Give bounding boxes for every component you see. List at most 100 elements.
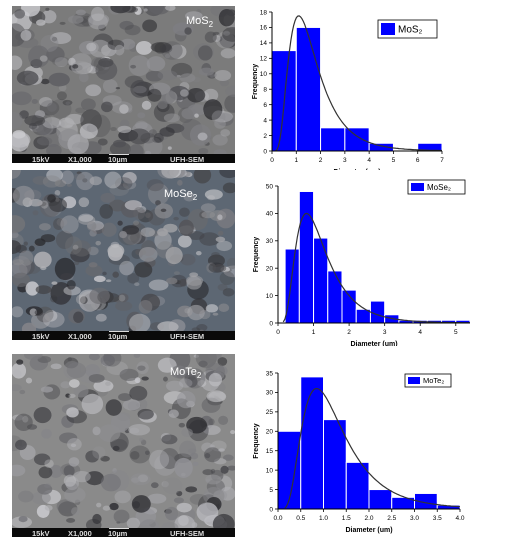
sem-particle [122,399,141,411]
sem-particle [12,23,26,47]
sem-particle [212,263,227,273]
sem-particle [44,505,53,511]
sem-particle [213,458,227,465]
sem-particle [118,393,132,402]
sem-particle [19,389,26,395]
sem-particle [187,304,205,321]
sem-particle [168,409,179,419]
sem-scale-info-bar: 15kV X1,000 10µm UFH-SEM [12,331,235,340]
sem-particle [161,434,178,445]
sem-particle [193,354,199,358]
y-tick-label: 0 [269,506,273,513]
sem-particle [42,175,61,188]
sem-particle [54,257,76,281]
sem-particle [128,144,144,154]
sem-particle [154,42,167,54]
sem-particle [23,241,28,246]
y-tick-label: 30 [266,238,274,245]
sem-particle [20,29,32,41]
sem-particle [201,211,216,219]
sem-particle [72,244,79,250]
x-tick-label: 2 [347,329,351,336]
sem-particle [122,225,140,235]
sem-particle [136,361,149,375]
sem-particle [165,246,183,265]
sem-particle [71,507,80,516]
sem-particle [112,468,117,473]
y-tick-label: 40 [266,211,274,218]
sem-particle [98,57,114,68]
sem-particle [225,85,235,98]
sem-scale-length: 10µm [108,528,128,538]
sem-particle [89,176,103,186]
histogram-mos2-svg: 01234567024681012141618Diameter (um)Freq… [252,9,444,176]
sem-particle [163,113,180,123]
sem-particle [47,194,56,203]
sem-particle [145,70,164,82]
sem-particle [185,11,203,21]
sem-particle [113,139,126,148]
sem-lab-label: UFH-SEM [170,154,205,164]
sem-particle [31,99,38,104]
sem-particle [56,499,75,514]
sem-particle [92,446,106,459]
sem-particle [12,55,23,70]
y-tick-label: 20 [266,429,274,436]
fit-curve [275,15,442,152]
sem-particle [75,294,86,305]
sem-particle [129,445,151,464]
sem-particle [189,493,208,505]
sem-particle [149,449,170,470]
sem-particle [68,379,80,388]
sem-particle [67,15,84,24]
x-axis-label: Diameter (um) [350,341,397,346]
histogram-bar [300,376,324,510]
sem-particle [176,502,192,513]
sem-particle [130,473,151,486]
sem-particle [87,246,99,256]
sem-particle [76,171,82,175]
sem-particle [215,236,226,243]
sem-particle [130,80,150,98]
sem-particle [167,146,172,150]
histogram-mote2: 0.0 0.5 1.0 1.5 2.0 2.5 3.0 3.5 4.0 0 5 10 15 20 25 30 3… [245,362,507,551]
sem-particle [207,195,216,201]
sem-particle [177,235,192,248]
sem-particle [98,424,121,442]
x-tick-label: 1 [294,157,298,164]
sem-particle [137,365,146,371]
sem-particle [185,486,198,493]
sem-particle [117,125,132,134]
sem-particle [144,150,152,154]
sem-particle [66,407,79,418]
sem-particle [145,450,150,455]
sem-particle [129,313,151,331]
sem-particle [119,119,130,128]
sem-particle [218,448,225,452]
sem-particle [42,311,65,328]
sem-particle [180,89,189,97]
sem-particle [102,271,107,276]
sem-particle [75,107,85,114]
sem-particle [165,506,179,521]
sem-scale-length: 10µm [108,154,128,164]
sem-particle [205,304,219,313]
sem-particle [41,428,52,439]
sem-particle [100,192,116,203]
sem-particle [164,53,171,59]
sem-particle [46,102,57,112]
sem-particle [63,357,79,369]
sem-particle [110,127,117,132]
sem-particle [55,230,74,250]
sem-particle [190,452,199,460]
histogram-mos2: 01234567024681012141618Diameter (um)Freq… [245,4,507,176]
sem-particle [210,468,216,474]
sem-particle [104,171,122,189]
sem-voltage: 15kV [32,528,50,538]
fit-curve [282,212,470,324]
sem-particle [86,42,97,52]
sem-particle [161,522,179,528]
sem-voltage: 15kV [32,331,50,341]
sem-particle [56,91,67,101]
sem-particle [33,251,52,269]
